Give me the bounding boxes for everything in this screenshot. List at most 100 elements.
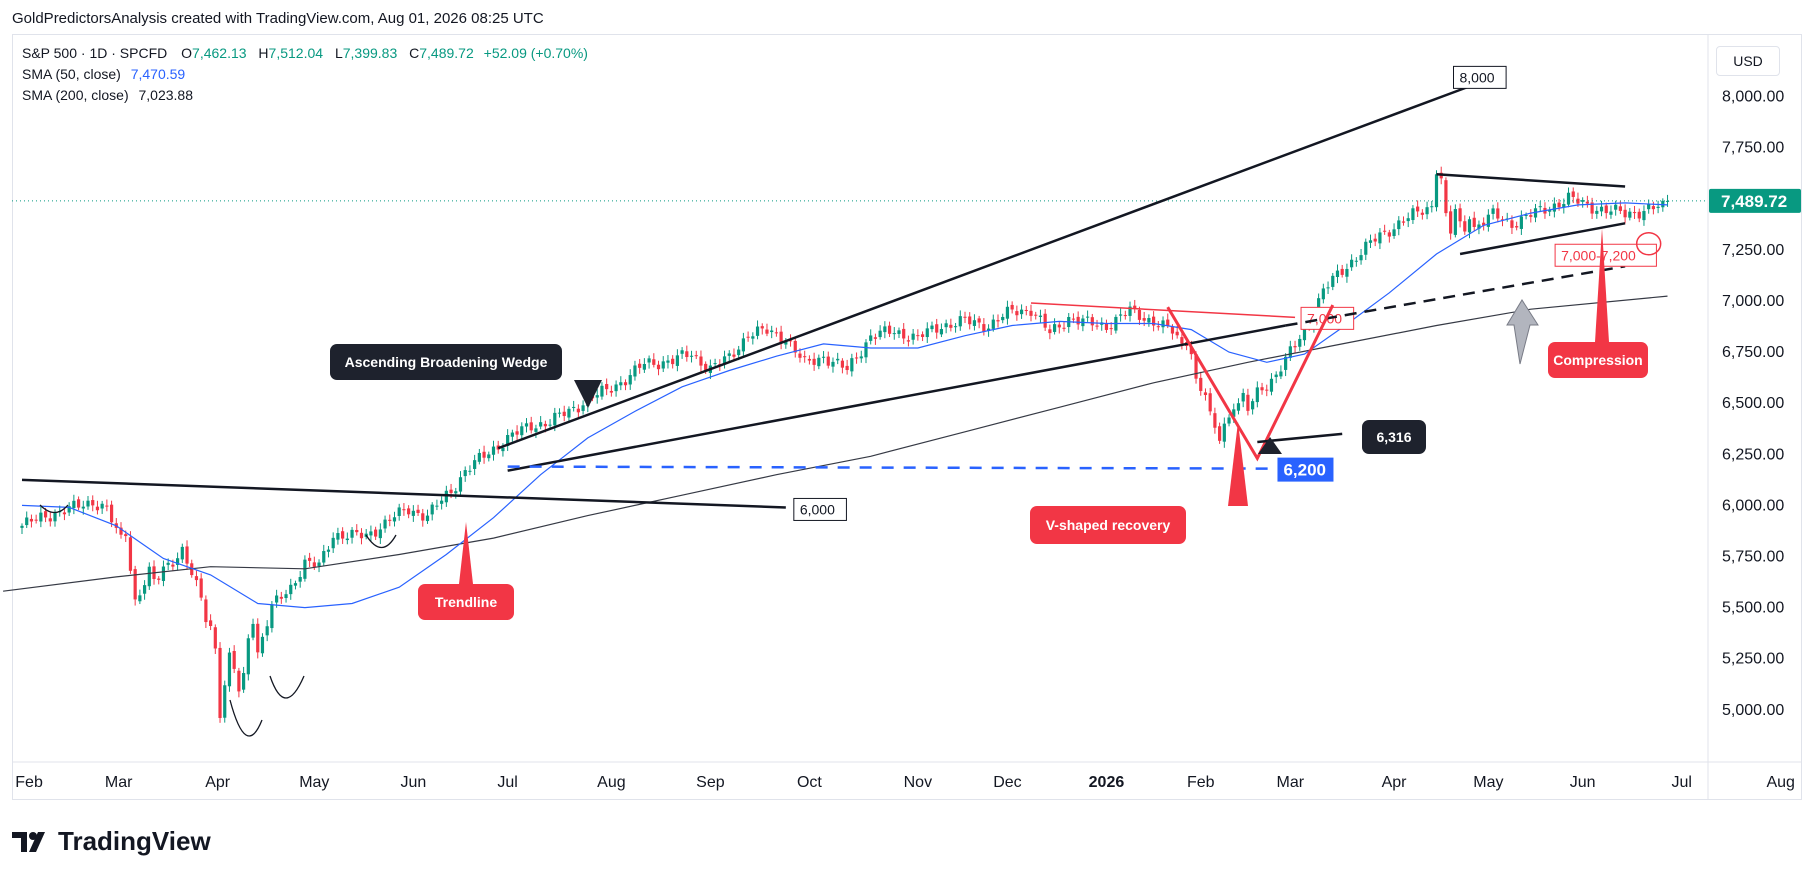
- x-tick-label: Jul: [1671, 774, 1691, 791]
- sma200-legend[interactable]: SMA (200, close) 7,023.88: [22, 87, 193, 103]
- candle-body: [609, 390, 613, 393]
- candle-body: [468, 470, 472, 472]
- candle-body: [1005, 306, 1010, 319]
- x-tick-label: Dec: [993, 774, 1021, 791]
- candle-body: [963, 316, 967, 318]
- support-6200-dashed: [507, 465, 1272, 470]
- candle-body: [812, 358, 816, 365]
- candle-body: [623, 382, 628, 386]
- candle-body: [109, 504, 114, 523]
- candle-body: [1585, 201, 1589, 204]
- candle-body: [359, 532, 364, 539]
- candle-body: [477, 452, 481, 462]
- candle-body: [25, 517, 29, 526]
- x-tick-label: Mar: [105, 774, 133, 791]
- y-tick-label: 6,000.00: [1722, 497, 1784, 514]
- candle-body: [350, 529, 354, 538]
- candle-body: [1152, 316, 1156, 326]
- candle-body: [982, 324, 986, 332]
- candle-body: [968, 316, 972, 325]
- candle-body: [1628, 211, 1632, 218]
- candle-body: [430, 504, 434, 515]
- x-tick-label: May: [299, 774, 329, 791]
- wedge-callout-bubble: [330, 344, 562, 380]
- tradingview-logo-icon: [12, 831, 45, 852]
- candle-body: [246, 638, 250, 675]
- candle-body: [1269, 378, 1274, 392]
- candle-body: [157, 578, 161, 580]
- x-tick-label: Jun: [1570, 774, 1596, 791]
- candle-body: [595, 395, 599, 398]
- currency-button[interactable]: USD: [1716, 46, 1780, 76]
- last-price-label: 7,489.72: [1721, 192, 1787, 211]
- candle-body: [506, 435, 510, 446]
- candle-body: [175, 558, 180, 565]
- candle-body: [1001, 316, 1005, 321]
- candle-body: [1227, 417, 1231, 424]
- candle-body: [444, 490, 448, 503]
- candle-body: [986, 328, 991, 331]
- candle-body: [850, 358, 854, 372]
- tradingview-logo[interactable]: TradingView: [12, 826, 211, 857]
- candle-body: [1557, 202, 1561, 208]
- symbol-name[interactable]: S&P 500 · 1D · SPCFD: [22, 45, 168, 61]
- candle-body: [892, 333, 896, 335]
- pattern-arc-1: [365, 534, 397, 549]
- candle-body: [770, 330, 774, 333]
- candle-body: [605, 383, 609, 390]
- candle-body: [1444, 180, 1448, 214]
- candle-body: [1062, 327, 1066, 329]
- candle-body: [694, 355, 698, 357]
- candle-body: [218, 647, 222, 718]
- candle-body: [991, 319, 995, 329]
- candle-body: [614, 384, 618, 392]
- candle-body: [647, 358, 651, 363]
- candle-body: [43, 511, 48, 518]
- candle-body: [1109, 328, 1113, 330]
- up-arrow-icon: [1506, 299, 1539, 365]
- candle-body: [180, 546, 184, 560]
- candle-body: [369, 531, 373, 536]
- candle-body: [100, 503, 104, 509]
- candle-body: [402, 509, 406, 511]
- candle-body: [298, 577, 302, 582]
- candle-body: [515, 431, 519, 435]
- candle-body: [840, 360, 845, 368]
- compression-callout: Compression: [1553, 352, 1642, 368]
- candle-body: [1406, 218, 1410, 222]
- x-tick-label: Apr: [1382, 774, 1408, 791]
- candle-body: [48, 518, 52, 522]
- candle-body: [831, 361, 835, 367]
- label-6200: 6,200: [1283, 461, 1326, 480]
- candle-body: [539, 422, 543, 427]
- candle-body: [1232, 409, 1236, 417]
- candle-body: [1350, 259, 1354, 268]
- candle-body: [1538, 206, 1542, 208]
- wedge-lower-line: [507, 324, 1286, 472]
- candle-body: [1599, 206, 1604, 212]
- candle-body: [260, 636, 265, 654]
- sma200-line: [3, 295, 1668, 592]
- chart-frame: [12, 34, 1802, 800]
- label-7000-7200: 7,000-7,200: [1561, 247, 1636, 263]
- brand-name: TradingView: [58, 826, 211, 856]
- low-value: 7,399.83: [342, 45, 398, 61]
- y-tick-label: 5,750.00: [1722, 549, 1784, 566]
- candle-body: [435, 505, 439, 507]
- candle-body: [911, 333, 915, 340]
- candle-body: [520, 426, 524, 436]
- candle-body: [463, 470, 467, 477]
- candle-body: [289, 584, 293, 595]
- candle-body: [1562, 204, 1566, 208]
- candle-body: [737, 349, 741, 356]
- sma50-legend[interactable]: SMA (50, close) 7,470.59: [22, 66, 185, 82]
- x-tick-label: 2026: [1089, 774, 1125, 791]
- x-tick-label: Aug: [1766, 774, 1794, 791]
- resistance-7000-line: [1030, 302, 1296, 319]
- candle-body: [1340, 268, 1344, 275]
- candle-body: [345, 538, 349, 541]
- sma200-value: 7,023.88: [138, 87, 194, 103]
- candle-body: [326, 549, 331, 552]
- candle-body: [902, 328, 906, 339]
